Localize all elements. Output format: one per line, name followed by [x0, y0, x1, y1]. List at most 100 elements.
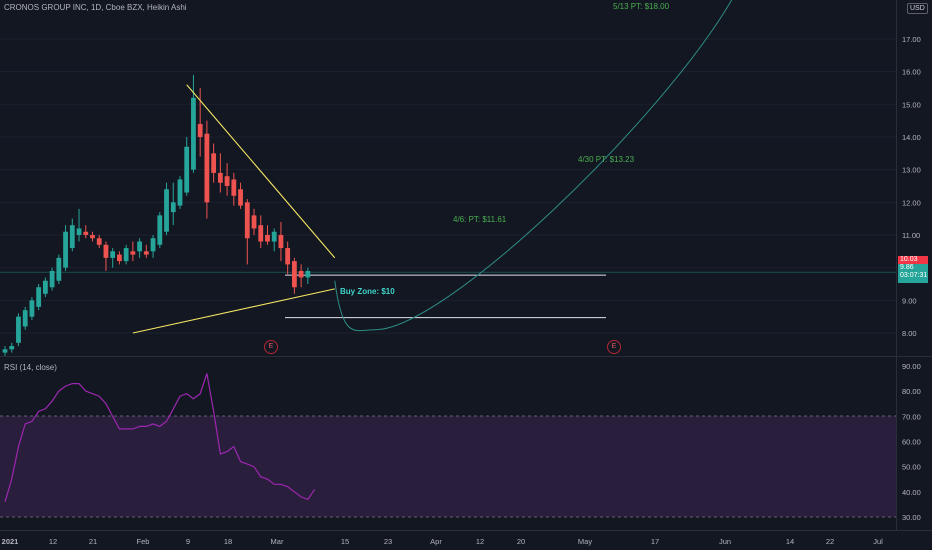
candle-body [211, 153, 217, 173]
projection-curve [334, 0, 733, 332]
current-price-value: 9.86 [900, 264, 914, 271]
time-tick-label: Apr [430, 537, 442, 546]
candle-body [224, 176, 230, 186]
time-tick-label: May [578, 537, 592, 546]
candle-body [285, 248, 291, 265]
candle-body [123, 248, 129, 262]
price-tick-label: 8.00 [902, 329, 917, 338]
time-tick-label: Jul [873, 537, 883, 546]
trendline [132, 288, 335, 334]
candle-body [29, 300, 35, 317]
time-tick-label: 22 [826, 537, 834, 546]
candle-body [150, 238, 156, 252]
rsi-axis[interactable]: 30.00 40.00 50.00 60.00 70.00 80.00 90.00 [902, 362, 921, 522]
price-tick-label: 14.00 [902, 133, 921, 142]
time-tick-label: 23 [384, 537, 392, 546]
rsi-line [4, 373, 316, 503]
candle-body [278, 234, 284, 249]
candle-body [251, 215, 257, 229]
candle-body [76, 228, 82, 235]
candle-body [244, 202, 250, 239]
time-tick-label: 15 [341, 537, 349, 546]
price-grid [0, 38, 896, 334]
candle-body [90, 234, 95, 239]
rsi-band-fill [0, 416, 896, 517]
time-tick-label: 17 [651, 537, 659, 546]
time-tick-label: Feb [137, 537, 150, 546]
current-price-tag: 9.86 03:07:31 [898, 264, 928, 283]
price-tick-label: 11.00 [902, 231, 920, 240]
candles [2, 74, 311, 356]
candle-body [291, 261, 297, 288]
candle-body [305, 270, 311, 278]
rsi-tick-label: 90.00 [902, 362, 921, 371]
trendlines [132, 84, 336, 334]
candle-body [22, 310, 28, 327]
trendline [186, 84, 336, 259]
price-panel [0, 0, 896, 356]
buy-zone-label[interactable]: Buy Zone: $10 [340, 287, 395, 296]
rsi-tick-label: 60.00 [902, 437, 921, 446]
candle-body [96, 238, 102, 245]
candle-body [177, 179, 183, 206]
rsi-legend-label[interactable]: RSI (14, close) [4, 363, 57, 372]
candle-body [42, 280, 48, 294]
candle-body [9, 346, 15, 350]
chart-title[interactable]: CRONOS GROUP INC, 1D, Cboe BZX, Heikin A… [4, 3, 187, 12]
price-tick-label: 16.00 [902, 68, 921, 77]
time-tick-label: 20 [517, 537, 525, 546]
price-axis[interactable]: 8.009.0010.0011.0012.0013.0014.0015.0016… [902, 35, 921, 338]
time-tick-label: 2021 [2, 537, 19, 546]
candle-body [265, 234, 270, 242]
candle-body [36, 287, 42, 307]
price-tick-label: 17.00 [902, 35, 921, 44]
candle-body [170, 202, 176, 213]
candle-body [157, 215, 163, 245]
time-tick-label: 9 [186, 537, 190, 546]
candle-body [110, 251, 116, 258]
pt1-label[interactable]: 4/6: PT: $11.61 [453, 215, 507, 224]
candle-body [184, 146, 190, 193]
candle-body [238, 189, 243, 206]
candle-body [83, 231, 89, 235]
candle-body [217, 172, 223, 183]
rsi-tick-label: 30.00 [902, 513, 921, 522]
earnings-marker[interactable]: E [264, 340, 278, 354]
time-tick-label: Jun [719, 537, 731, 546]
horizontal-lines [0, 271, 896, 319]
candle-body [63, 231, 68, 268]
rsi-tick-label: 50.00 [902, 463, 921, 472]
currency-badge[interactable]: USD [907, 3, 928, 14]
rsi-tick-label: 70.00 [902, 412, 921, 421]
candle-body [197, 123, 203, 137]
candle-body [298, 270, 304, 278]
pt2-label[interactable]: 4/30 PT: $13.23 [578, 155, 635, 164]
time-axis[interactable]: 2021 12 21 Feb 9 18 Mar 15 23 Apr 12 20 May 17 Jun 14 22… [2, 537, 883, 546]
time-tick-label: Mar [271, 537, 284, 546]
rsi-tick-label: 40.00 [902, 488, 921, 497]
last-price-tag: 10.03 [898, 256, 928, 265]
candle-body [204, 133, 210, 203]
candle-body [103, 244, 109, 258]
time-tick-label: 12 [476, 537, 484, 546]
candle-body [258, 225, 264, 242]
time-tick-label: 21 [89, 537, 97, 546]
candle-body [56, 257, 62, 281]
bar-countdown: 03:07:31 [900, 272, 928, 279]
rsi-tick-label: 80.00 [902, 387, 921, 396]
candle-body [143, 251, 149, 255]
candle-body [16, 316, 21, 343]
time-tick-label: 12 [49, 537, 57, 546]
time-tick-label: 14 [786, 537, 794, 546]
candle-body [2, 349, 8, 353]
candle-body [137, 241, 142, 252]
candle-body [130, 251, 136, 255]
price-tick-label: 12.00 [902, 198, 921, 207]
candle-body [69, 225, 75, 249]
pt3-label[interactable]: 5/13 PT: $18.00 [613, 2, 670, 11]
candle-body [164, 189, 169, 232]
candle-body [271, 231, 277, 242]
candle-body [231, 179, 237, 196]
earnings-marker-upcoming[interactable]: E [607, 340, 621, 354]
